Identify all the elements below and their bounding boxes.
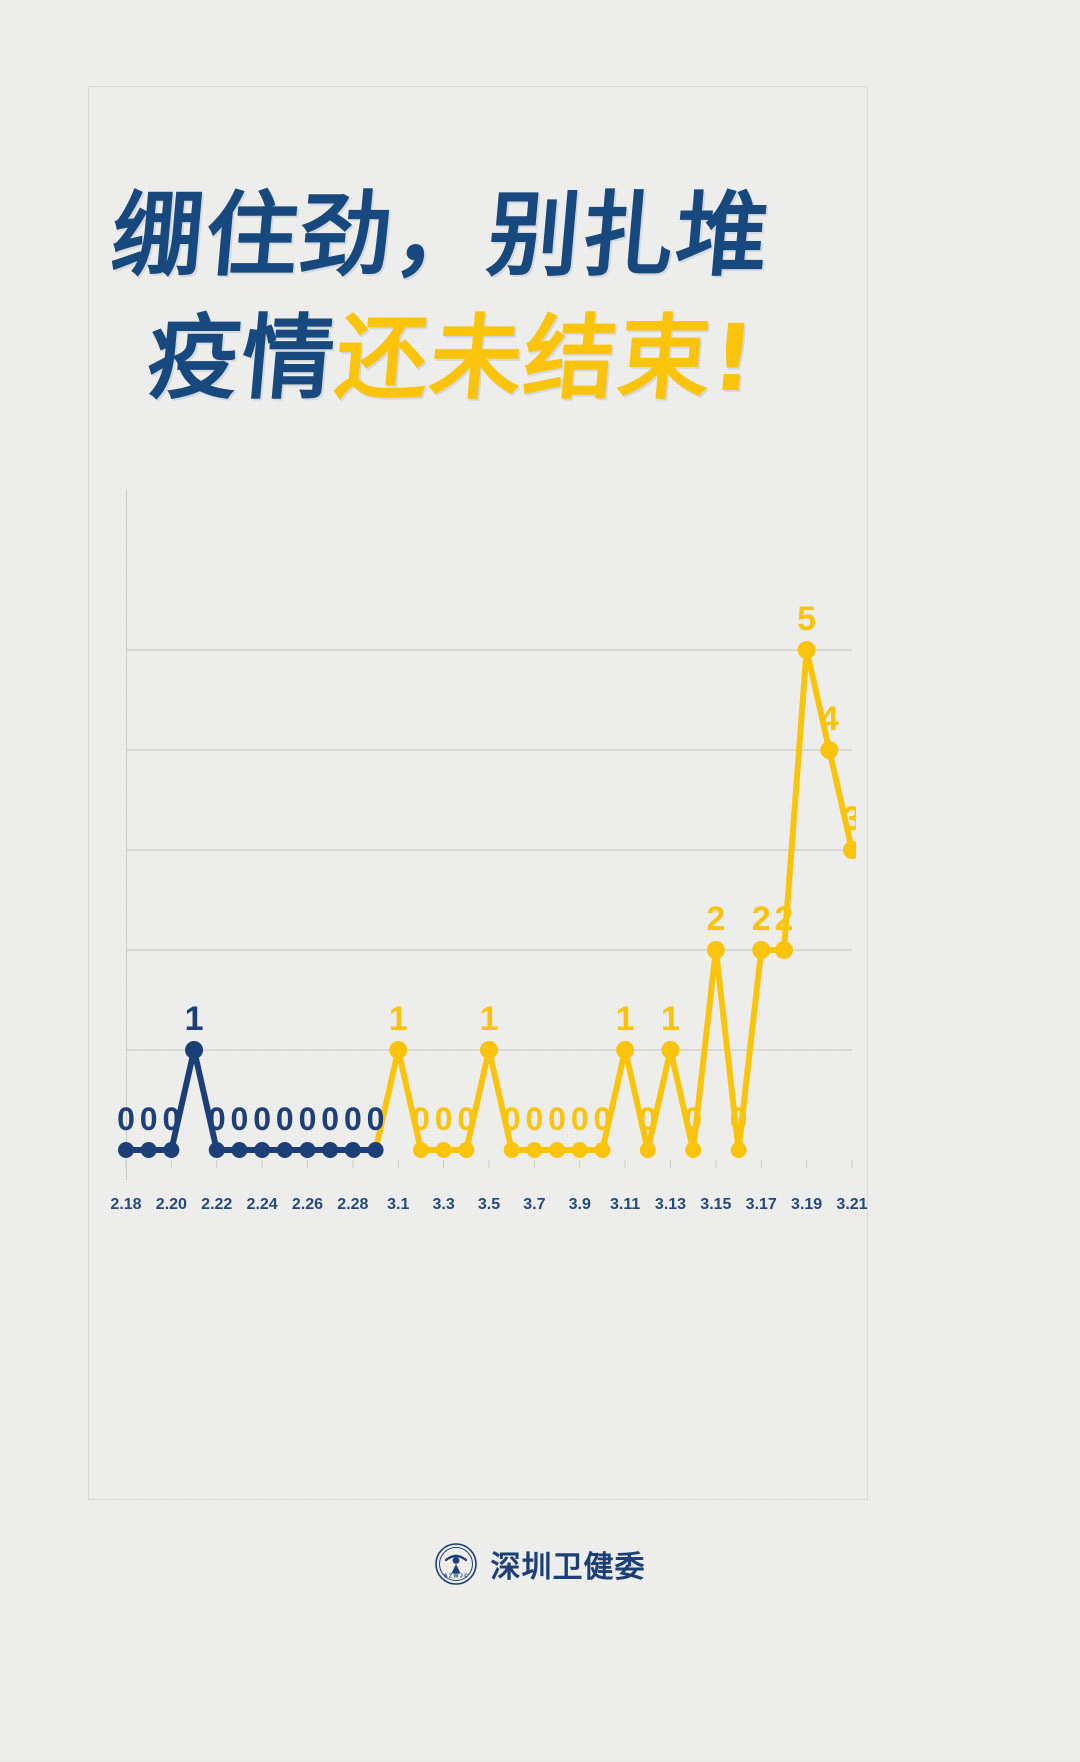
chart-point-label: 0 (321, 1101, 339, 1137)
chart-x-label: 3.3 (432, 1196, 455, 1213)
chart-data-point (231, 1142, 248, 1158)
chart-data-point (661, 1041, 680, 1059)
headline-line-2: 疫情还未结束! (107, 305, 876, 414)
chart-point-label: 0 (730, 1101, 748, 1137)
chart-data-point (367, 1142, 384, 1158)
chart-x-label: 3.15 (700, 1196, 732, 1213)
chart-data-point (820, 741, 839, 759)
chart-point-label: 0 (594, 1101, 612, 1137)
chart-point-label: 0 (367, 1101, 385, 1137)
chart-point-label: 0 (344, 1101, 362, 1137)
chart-data-point (503, 1142, 520, 1158)
footer-branding: S Z W J C 深圳卫健委 (0, 1542, 1080, 1586)
chart-point-label: 0 (140, 1101, 158, 1137)
chart-point-label: 2 (706, 900, 725, 938)
chart-data-point (730, 1142, 747, 1158)
chart-x-label: 2.26 (291, 1196, 324, 1213)
chart-x-label: 3.1 (387, 1196, 410, 1213)
chart-point-label: 4 (820, 700, 839, 738)
chart-data-point (594, 1142, 611, 1158)
chart-data-point (797, 641, 816, 659)
chart-x-label: 2.22 (201, 1196, 233, 1213)
chart-point-label: 0 (435, 1101, 453, 1137)
chart-data-point (163, 1142, 180, 1158)
chart-data-point (276, 1142, 293, 1158)
chart-x-label: 3.11 (609, 1196, 641, 1213)
chart-point-label: 0 (639, 1101, 657, 1137)
chart-data-point (140, 1142, 157, 1158)
chart-data-point (616, 1041, 635, 1059)
chart-data-point (549, 1142, 566, 1158)
chart-data-point (843, 841, 856, 859)
chart-data-point (774, 941, 793, 959)
chart-series-line (372, 647, 855, 1153)
chart-point-label: 0 (208, 1101, 226, 1137)
chart-point-label: 0 (253, 1101, 271, 1137)
chart-x-label: 3.21 (836, 1196, 868, 1213)
chart-point-label: 0 (571, 1101, 589, 1137)
chart-data-point (344, 1142, 361, 1158)
chart-point-label: 0 (276, 1101, 294, 1137)
chart-x-label: 3.9 (568, 1196, 591, 1213)
chart-point-label: 2 (752, 900, 771, 938)
chart-data-point (412, 1142, 429, 1158)
chart-point-label: 0 (503, 1101, 521, 1137)
chart-data-point (322, 1142, 339, 1158)
chart-data-point (480, 1041, 498, 1059)
chart-data-point (752, 941, 771, 959)
chart-point-label: 0 (299, 1101, 317, 1137)
chart-x-label: 3.13 (654, 1196, 687, 1213)
chart-point-label: 0 (548, 1101, 566, 1137)
chart-point-label: 1 (480, 1000, 499, 1038)
chart-data-point (299, 1142, 316, 1158)
chart-point-label: 0 (525, 1101, 543, 1137)
chart-point-label: 1 (661, 1000, 680, 1038)
headline-line-1: 绷住劲，别扎堆 (107, 182, 775, 289)
chart-point-label: 3 (843, 800, 856, 838)
chart-point-label: 0 (412, 1101, 430, 1137)
chart-point-label: 0 (231, 1101, 249, 1137)
chart-point-label: 0 (117, 1101, 135, 1137)
chart-point-label: 0 (162, 1101, 180, 1137)
chart-data-point (639, 1142, 656, 1158)
chart-data-point (208, 1142, 225, 1158)
chart-point-label: 0 (684, 1101, 702, 1137)
svg-text:S Z W J C: S Z W J C (444, 1574, 468, 1580)
chart-data-point (458, 1142, 475, 1158)
chart-data-point (254, 1142, 271, 1158)
chart-point-label: 1 (389, 1000, 408, 1038)
chart-x-label: 2.18 (110, 1196, 142, 1213)
chart-x-label: 3.5 (477, 1196, 501, 1213)
footer-org-name: 深圳卫健委 (490, 1550, 646, 1585)
chart-x-axis-labels: 2.18 2.20 2.22 2.24 2.26 2.28 3.1 3.3 3.5 3.7 3.9 3… (104, 1196, 867, 1236)
chart-x-label: 3.19 (791, 1196, 823, 1213)
chart-data-point (571, 1142, 588, 1158)
chart-data-point (435, 1142, 452, 1158)
chart-data-point (685, 1142, 702, 1158)
chart-point-label: 0 (457, 1101, 475, 1137)
chart-data-point (389, 1041, 408, 1059)
chart-data-point (526, 1142, 543, 1158)
szwjc-logo-icon: S Z W J C (434, 1543, 477, 1585)
chart-point-label: 5 (797, 600, 816, 638)
chart-y-axis (126, 490, 127, 1180)
chart-data-point (118, 1142, 134, 1158)
chart-point-label: 1 (616, 1000, 635, 1038)
poster-card-border (88, 86, 868, 1500)
headline-block: 绷住劲，别扎堆 疫情还未结束! (107, 182, 872, 413)
chart-point-label: 2 (774, 900, 793, 938)
headline-line-2-blue: 疫情 (143, 304, 341, 412)
chart-x-label: 2.20 (155, 1196, 187, 1213)
chart-x-label: 2.28 (337, 1196, 369, 1213)
chart-x-label: 3.7 (523, 1196, 546, 1213)
chart-data-point (185, 1041, 204, 1059)
chart-data-point (706, 941, 725, 959)
headline-line-2-yellow: 还未结束! (331, 304, 761, 412)
chart-x-label: 2.24 (246, 1196, 278, 1213)
chart-x-label: 3.17 (745, 1196, 777, 1213)
chart-point-label: 1 (185, 1000, 204, 1038)
